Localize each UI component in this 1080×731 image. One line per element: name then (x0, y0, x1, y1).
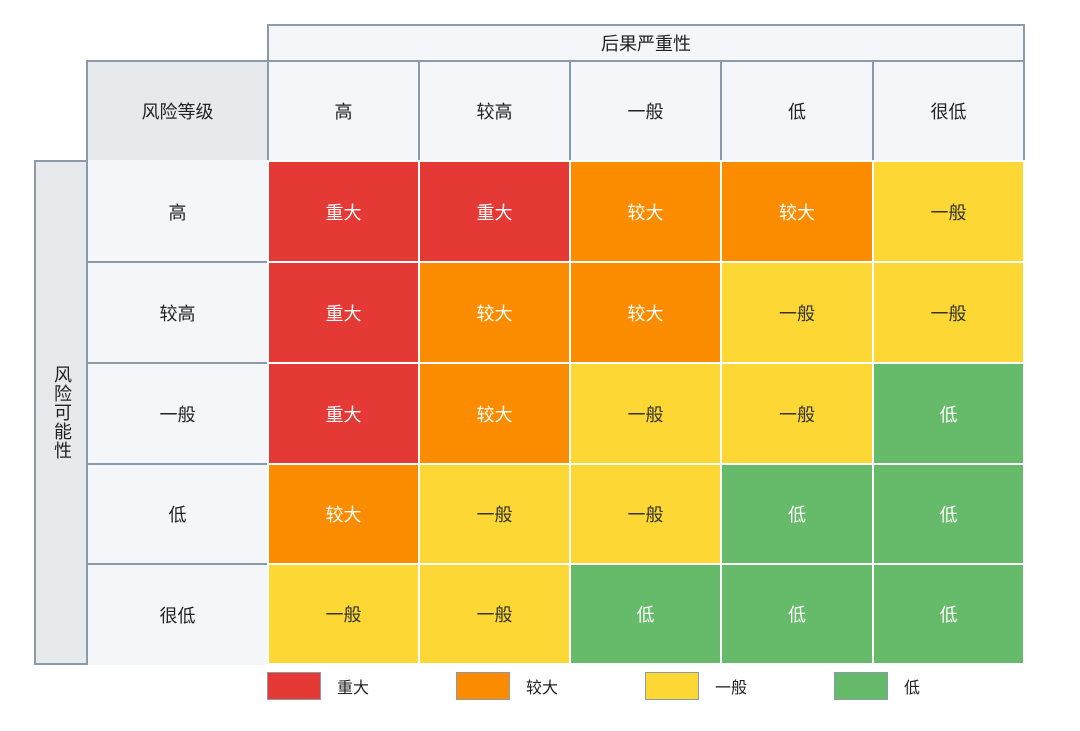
risk-cell: 重大 (267, 261, 420, 364)
risk-cell: 低 (720, 463, 874, 565)
legend-label: 较大 (526, 678, 559, 697)
risk-cell: 低 (872, 563, 1025, 665)
column-header: 低 (720, 60, 874, 162)
risk-cell: 较大 (418, 362, 571, 465)
likelihood-title: 风险可能性 (51, 365, 72, 460)
risk-cell: 较大 (267, 463, 420, 565)
legend-item: 重大 (267, 671, 369, 701)
column-header: 较高 (418, 60, 571, 162)
risk-cell: 较大 (569, 160, 722, 263)
risk-cell: 重大 (267, 362, 420, 465)
risk-cell: 一般 (267, 563, 420, 665)
risk-cell: 较大 (569, 261, 722, 364)
risk-cell: 低 (872, 463, 1025, 565)
legend-swatch (267, 672, 321, 700)
row-label: 很低 (88, 565, 267, 665)
likelihood-axis: 风险可能性 (34, 160, 88, 665)
risk-cell: 一般 (569, 463, 722, 565)
risk-cell: 较大 (720, 160, 874, 263)
row-label: 低 (88, 465, 267, 565)
corner-label: 风险等级 (86, 60, 269, 162)
legend-swatch (834, 672, 888, 700)
legend-swatch (645, 672, 699, 700)
row-label: 较高 (88, 263, 267, 364)
legend-label: 重大 (337, 678, 370, 697)
legend-label: 低 (904, 678, 921, 697)
column-header: 高 (267, 60, 420, 162)
risk-cell: 一般 (418, 563, 571, 665)
risk-cell: 低 (872, 362, 1025, 465)
column-header: 很低 (872, 60, 1025, 162)
risk-cell: 一般 (720, 362, 874, 465)
consequence-header: 后果严重性 (267, 24, 1025, 62)
legend-label: 一般 (715, 678, 748, 697)
risk-cell: 重大 (418, 160, 571, 263)
risk-cell: 一般 (872, 160, 1025, 263)
risk-cell: 重大 (267, 160, 420, 263)
row-label: 一般 (88, 364, 267, 465)
row-label: 高 (88, 162, 267, 263)
risk-cell: 低 (720, 563, 874, 665)
risk-cell: 低 (569, 563, 722, 665)
risk-cell: 较大 (418, 261, 571, 364)
column-header: 一般 (569, 60, 722, 162)
legend-item: 一般 (645, 671, 747, 701)
risk-cell: 一般 (569, 362, 722, 465)
legend-item: 低 (834, 671, 920, 701)
risk-cell: 一般 (872, 261, 1025, 364)
risk-cell: 一般 (720, 261, 874, 364)
risk-cell: 一般 (418, 463, 571, 565)
legend-item: 较大 (456, 671, 558, 701)
legend-swatch (456, 672, 510, 700)
